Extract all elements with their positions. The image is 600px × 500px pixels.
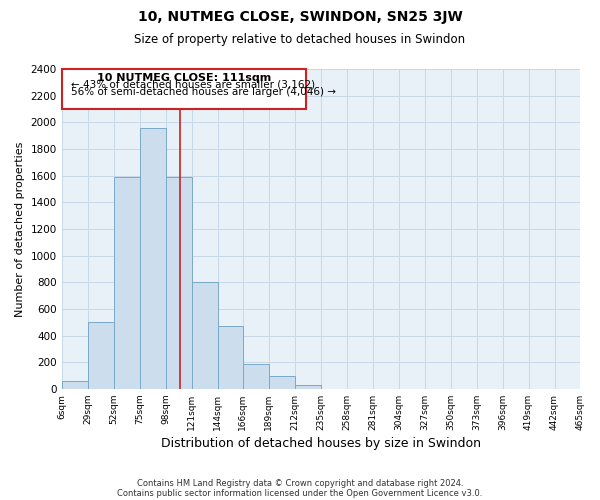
- Bar: [62, 381, 88, 389]
- Bar: [269, 376, 295, 389]
- Text: 10 NUTMEG CLOSE: 111sqm: 10 NUTMEG CLOSE: 111sqm: [97, 72, 271, 83]
- Bar: [166, 177, 191, 389]
- Text: Contains HM Land Registry data © Crown copyright and database right 2024.: Contains HM Land Registry data © Crown c…: [137, 478, 463, 488]
- Bar: [242, 364, 269, 389]
- X-axis label: Distribution of detached houses by size in Swindon: Distribution of detached houses by size …: [161, 437, 481, 450]
- Y-axis label: Number of detached properties: Number of detached properties: [15, 141, 25, 316]
- Text: 10, NUTMEG CLOSE, SWINDON, SN25 3JW: 10, NUTMEG CLOSE, SWINDON, SN25 3JW: [137, 10, 463, 24]
- Text: Contains public sector information licensed under the Open Government Licence v3: Contains public sector information licen…: [118, 488, 482, 498]
- Text: 56% of semi-detached houses are larger (4,046) →: 56% of semi-detached houses are larger (…: [71, 87, 336, 97]
- Bar: [140, 128, 166, 389]
- Bar: [218, 326, 242, 389]
- Bar: [88, 322, 113, 389]
- Text: Size of property relative to detached houses in Swindon: Size of property relative to detached ho…: [134, 32, 466, 46]
- FancyBboxPatch shape: [62, 69, 306, 109]
- Bar: [113, 177, 140, 389]
- Bar: [295, 385, 320, 389]
- Text: ← 43% of detached houses are smaller (3,162): ← 43% of detached houses are smaller (3,…: [71, 80, 315, 90]
- Bar: [191, 282, 218, 389]
